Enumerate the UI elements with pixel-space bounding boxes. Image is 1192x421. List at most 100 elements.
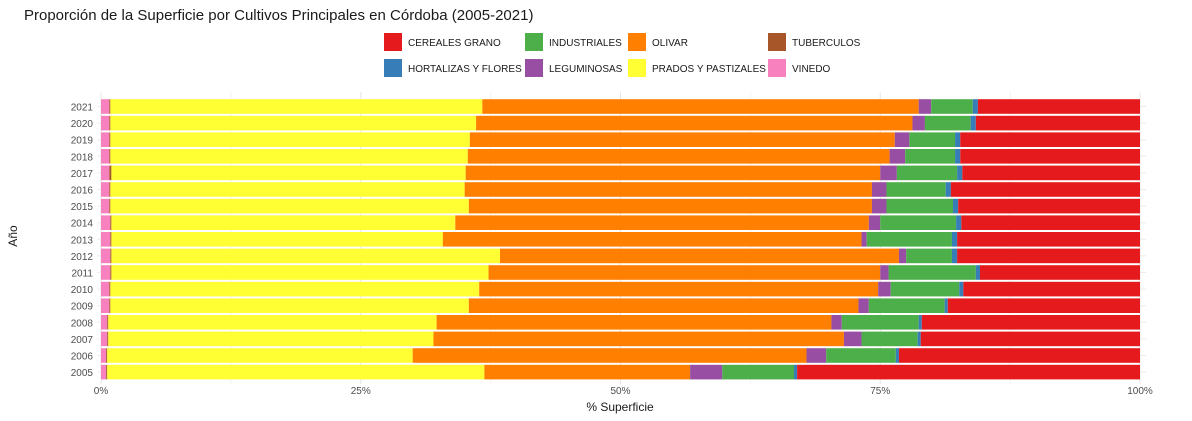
legend-item: TUBERCULOS bbox=[768, 33, 861, 51]
legend-swatch bbox=[525, 33, 543, 51]
legend-swatch bbox=[384, 59, 402, 77]
bar-segment bbox=[101, 215, 111, 230]
bar-segment bbox=[109, 99, 111, 114]
bar-segment bbox=[866, 232, 952, 247]
bar-segment bbox=[951, 232, 958, 247]
bar-segment bbox=[110, 298, 469, 313]
bar-segment bbox=[455, 215, 869, 230]
x-tick-label: 100% bbox=[1127, 386, 1153, 397]
legend-swatch bbox=[525, 59, 543, 77]
bar-segment bbox=[868, 215, 881, 230]
y-axis-label: Año bbox=[6, 225, 20, 247]
bar-segment bbox=[479, 281, 879, 297]
bar-segment bbox=[110, 132, 470, 147]
bar-segment bbox=[107, 315, 109, 330]
legend-item: VINEDO bbox=[768, 59, 831, 77]
bar-segment bbox=[476, 115, 913, 131]
bar-segment bbox=[101, 298, 110, 313]
x-tick-label: 50% bbox=[610, 386, 630, 397]
bar-segment bbox=[898, 248, 907, 264]
bar-segment bbox=[906, 248, 952, 264]
bar-segment bbox=[843, 331, 862, 347]
bar-segment bbox=[924, 115, 971, 131]
bar-segment bbox=[106, 348, 108, 363]
bar-segment bbox=[107, 348, 413, 363]
bar-segment bbox=[858, 298, 869, 313]
bar-segment bbox=[951, 248, 958, 264]
y-tick-label: 2020 bbox=[71, 119, 94, 130]
bar-segment bbox=[886, 198, 953, 214]
bar-segment bbox=[868, 298, 945, 313]
bar-segment bbox=[921, 315, 1140, 330]
legend-swatch bbox=[768, 59, 786, 77]
bar-segment bbox=[918, 315, 922, 330]
bar-segment bbox=[957, 165, 963, 181]
y-tick-label: 2014 bbox=[71, 219, 94, 230]
bar-segment bbox=[963, 281, 1140, 297]
y-axis: 2021 2020 2019 2018 2017 2016 2015 2014 2013 2012… bbox=[71, 103, 94, 380]
bar-segment bbox=[975, 115, 1140, 131]
bar-segment bbox=[109, 132, 111, 147]
bar-segment bbox=[957, 232, 1140, 247]
bar-segment bbox=[905, 149, 956, 164]
bar-segment bbox=[109, 165, 112, 181]
bar-segment bbox=[101, 99, 110, 114]
y-tick-label: 2018 bbox=[71, 152, 94, 163]
bar-segment bbox=[110, 215, 112, 230]
y-tick-label: 2013 bbox=[71, 235, 94, 246]
bar-segment bbox=[886, 182, 946, 197]
bar-segment bbox=[972, 99, 978, 114]
bar-segment bbox=[107, 364, 485, 380]
bar-segment bbox=[101, 232, 111, 247]
bar-segment bbox=[101, 115, 110, 131]
bar-segment bbox=[110, 232, 112, 247]
bar-segment bbox=[106, 364, 108, 380]
bar-segment bbox=[109, 149, 111, 164]
bar-segment bbox=[488, 265, 881, 280]
bar-segment bbox=[108, 315, 437, 330]
bar-segment bbox=[861, 232, 867, 247]
bar-segment bbox=[841, 315, 919, 330]
bar-segment bbox=[110, 281, 480, 297]
bar-segment bbox=[959, 281, 964, 297]
y-tick-label: 2012 bbox=[71, 252, 94, 263]
bar-segment bbox=[878, 281, 891, 297]
bar-segment bbox=[920, 331, 1140, 347]
bar-segment bbox=[468, 298, 859, 313]
bar-segment bbox=[952, 198, 959, 214]
bar-segment bbox=[896, 165, 958, 181]
y-tick-label: 2011 bbox=[71, 269, 93, 280]
bar-segment bbox=[101, 165, 110, 181]
legend-item: INDUSTRIALES bbox=[525, 33, 622, 51]
bar-segment bbox=[880, 165, 897, 181]
y-tick-label: 2016 bbox=[71, 186, 94, 197]
bar-segment bbox=[895, 348, 899, 363]
bar-segment bbox=[111, 165, 466, 181]
bar-segment bbox=[442, 232, 862, 247]
legend-label: VINEDO bbox=[792, 64, 831, 75]
y-tick-label: 2005 bbox=[71, 368, 94, 379]
legend-item: LEGUMINOSAS bbox=[525, 59, 623, 77]
bar-segment bbox=[101, 132, 110, 147]
bar-segment bbox=[110, 248, 112, 264]
bar-segment bbox=[888, 265, 976, 280]
bar-segment bbox=[110, 149, 468, 164]
bar-segment bbox=[101, 198, 110, 214]
bar-segment bbox=[469, 132, 895, 147]
bar-segment bbox=[111, 265, 489, 280]
bar-segment bbox=[107, 331, 109, 347]
bar-segment bbox=[960, 149, 1140, 164]
bar-segment bbox=[110, 198, 469, 214]
legend-item: OLIVAR bbox=[628, 33, 688, 51]
legend-swatch bbox=[768, 33, 786, 51]
bar-segment bbox=[412, 348, 807, 363]
x-tick-label: 25% bbox=[351, 386, 371, 397]
bar-segment bbox=[109, 182, 111, 197]
bar-segment bbox=[931, 99, 973, 114]
bar-segment bbox=[831, 315, 842, 330]
bar-segment bbox=[109, 298, 111, 313]
y-tick-label: 2007 bbox=[71, 335, 94, 346]
bar-segment bbox=[690, 364, 723, 380]
legend-label: OLIVAR bbox=[652, 38, 688, 49]
